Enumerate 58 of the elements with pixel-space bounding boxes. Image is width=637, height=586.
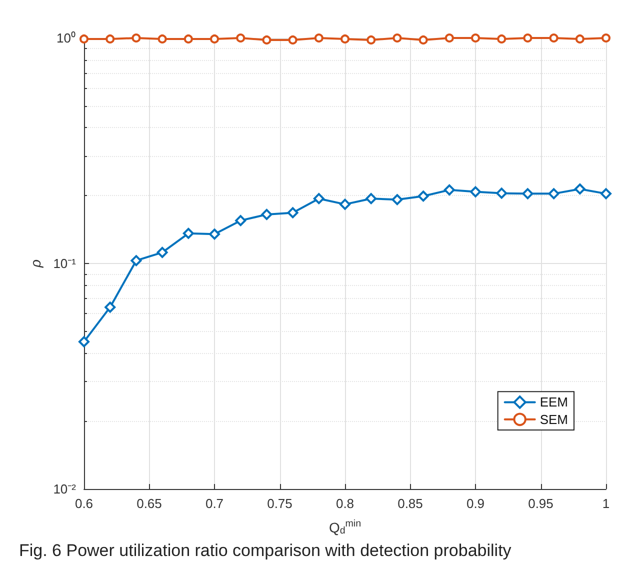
point xyxy=(470,186,481,198)
point xyxy=(418,35,428,44)
point xyxy=(392,34,402,42)
y-tick-label: 10⁻² xyxy=(53,482,77,496)
x-tick-label: 0.65 xyxy=(136,496,162,511)
point xyxy=(340,198,350,210)
point xyxy=(235,215,246,226)
point xyxy=(418,190,429,202)
point xyxy=(366,193,377,204)
point xyxy=(288,35,298,44)
x-tick-label: 0.85 xyxy=(398,496,423,511)
x-tick-label: 0.7 xyxy=(205,496,224,511)
point xyxy=(130,255,142,266)
y-tick-label: 10⁻¹ xyxy=(53,256,77,271)
point xyxy=(314,34,324,42)
point xyxy=(548,188,560,200)
point xyxy=(184,34,193,44)
text: Fig. 6 Power utilization ratio comparison with detection probability xyxy=(19,541,512,560)
y-axis-title: ρ xyxy=(27,259,44,269)
point xyxy=(106,34,115,44)
legend-label: EEM xyxy=(540,394,568,410)
point xyxy=(600,188,612,200)
point xyxy=(104,302,116,313)
point xyxy=(261,208,272,220)
legend-label: SEM xyxy=(540,412,568,427)
x-tick-label: 0.6 xyxy=(74,496,94,511)
point xyxy=(313,193,324,204)
point xyxy=(497,34,506,44)
point xyxy=(444,34,454,42)
point xyxy=(444,184,455,196)
point xyxy=(132,34,141,42)
point xyxy=(496,188,508,199)
point xyxy=(182,228,194,239)
point xyxy=(340,34,350,44)
point xyxy=(209,228,220,240)
x-tick-label: 0.75 xyxy=(267,496,292,511)
point xyxy=(523,34,532,42)
point xyxy=(522,188,534,200)
x-tick-label: 0.8 xyxy=(336,496,354,511)
point xyxy=(156,246,168,258)
point xyxy=(549,34,558,42)
point xyxy=(575,34,584,44)
point xyxy=(80,34,88,44)
point xyxy=(210,34,219,44)
y-tick-label: 10⁰ xyxy=(56,30,76,46)
point xyxy=(574,183,586,194)
point xyxy=(366,35,376,44)
x-tick-label: 1 xyxy=(602,496,610,511)
point xyxy=(262,35,272,44)
x-tick-label: 0.9 xyxy=(466,496,485,511)
point xyxy=(602,34,610,42)
point xyxy=(158,34,167,44)
x-tick-label: 0.95 xyxy=(528,496,554,511)
point xyxy=(236,34,246,42)
point xyxy=(471,34,480,42)
point xyxy=(392,194,403,206)
point xyxy=(287,207,298,218)
point xyxy=(78,336,90,348)
